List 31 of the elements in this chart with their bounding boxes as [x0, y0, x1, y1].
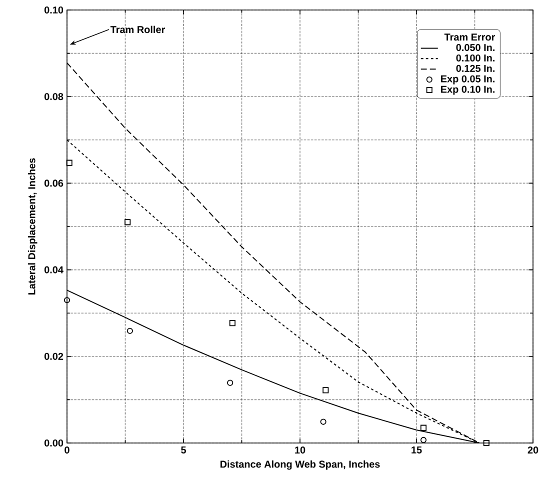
y-tick-label: 0.04	[44, 266, 64, 274]
annotation: Tram Roller	[110, 26, 165, 34]
y-tick-label: 0.06	[44, 180, 64, 187]
point	[66, 160, 72, 166]
legend-label: Exp 0.10 In.	[441, 86, 495, 95]
point	[229, 320, 236, 326]
x-tick-label: 5	[181, 446, 186, 454]
point	[64, 297, 70, 304]
y-tick-label: 0.00	[44, 439, 64, 447]
x-tick-label: 0	[64, 446, 70, 454]
point	[126, 328, 133, 334]
point	[320, 418, 326, 425]
y-tick-label: 0.02	[44, 352, 64, 360]
point	[227, 380, 234, 386]
y-tick-label: 0.10	[44, 6, 64, 14]
legend-label: Exp 0.05 In.	[441, 75, 495, 84]
legend-label: 0.125 In.	[456, 64, 494, 72]
x-tick-label: 15	[412, 446, 422, 454]
legend-title: Tram Error	[444, 34, 496, 41]
point	[483, 440, 490, 446]
legend-label: 0.100 In.	[456, 54, 494, 62]
x-tick-label: 10	[295, 446, 306, 454]
point	[322, 387, 329, 394]
point	[420, 436, 427, 444]
y-tick-label: 0.08	[44, 93, 64, 100]
y-axis-title: Lateral Displacement, Inches	[28, 158, 38, 294]
legend-label: 0.050 In.	[456, 44, 494, 52]
x-tick-label: 20	[528, 446, 538, 454]
x-axis-title: Distance Along Web Span, Inches	[220, 460, 380, 470]
point	[420, 424, 427, 431]
point	[124, 219, 131, 226]
